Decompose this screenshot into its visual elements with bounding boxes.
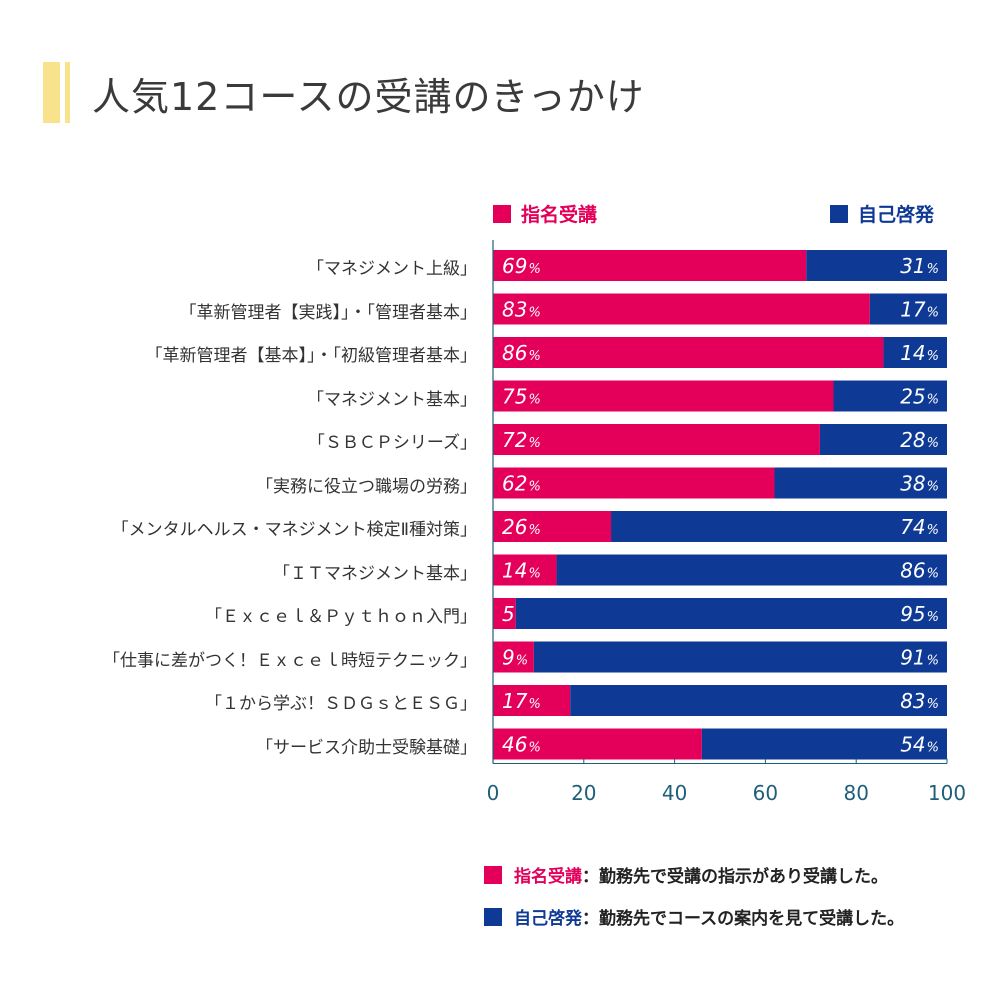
bar-designated	[493, 250, 807, 281]
x-tick-label: 0	[487, 781, 500, 805]
value-label-designated: 86%	[502, 341, 541, 365]
category-label: 「メンタルヘルス・マネジメント検定Ⅱ種対策」	[111, 520, 477, 540]
bar-self	[701, 728, 947, 760]
category-label: 「マネジメント基本」	[307, 389, 477, 410]
bar-self	[833, 380, 947, 412]
value-label-designated: 62%	[502, 472, 541, 496]
bar-designated	[493, 728, 702, 760]
x-tick-label: 40	[662, 781, 687, 805]
value-label-self: 25%	[900, 385, 939, 409]
value-label-designated: 9%	[502, 646, 528, 670]
bar-designated	[493, 641, 534, 673]
bar-designated	[493, 467, 775, 499]
note-text-self: ：勤務先でコースの案内を見て受講した。	[582, 909, 905, 929]
bar-self	[774, 467, 947, 499]
value-label-self: 74%	[900, 515, 939, 539]
value-label-self: 91%	[900, 646, 939, 670]
value-label-designated: 14%	[502, 559, 541, 583]
value-label-self: 28%	[900, 428, 939, 452]
category-label: 「仕事に差がつく！Ｅｘｃｅｌ時短テクニック」	[103, 650, 477, 671]
value-label-self: 95%	[900, 602, 939, 626]
category-label: 「実務に役立つ職場の労務」	[256, 476, 477, 497]
bar-self	[883, 337, 947, 368]
legend-swatch-designated	[493, 204, 511, 223]
x-tick-label: 60	[753, 781, 778, 805]
category-label: 「革新管理者【基本】」・「初級管理者基本」	[145, 346, 478, 366]
bar-designated	[493, 293, 870, 325]
category-label: 「マネジメント上級」	[307, 259, 477, 279]
legend-label-designated: 指名受講	[521, 204, 598, 226]
note-swatch-designated	[484, 865, 502, 884]
bar-designated	[493, 424, 820, 455]
value-label-designated: 83%	[502, 298, 541, 322]
value-label-designated: 46%	[502, 733, 541, 757]
value-label-self: 54%	[900, 733, 939, 757]
note-text-designated: ：勤務先で受講の指示があり受講した。	[582, 867, 888, 887]
bar-designated	[493, 337, 884, 368]
category-label: 「革新管理者【実践】」・「管理者基本」	[179, 302, 478, 323]
category-label: 「サービス介助士受験基礎」	[256, 737, 477, 758]
value-label-designated: 17%	[502, 689, 541, 713]
bar-self	[611, 511, 947, 542]
bar-designated	[493, 685, 571, 716]
bar-self	[570, 685, 947, 716]
value-label-self: 31%	[900, 254, 939, 278]
value-label-self: 86%	[900, 559, 939, 583]
page-title: 人気12コースの受講のきっかけ	[92, 75, 645, 119]
note-term-designated: 指名受講	[514, 867, 582, 887]
title-accent-bar-thin	[65, 62, 70, 123]
note-self: 自己啓発 ：勤務先でコースの案内を見て受講した。	[484, 904, 904, 929]
value-label-self: 38%	[900, 472, 939, 496]
note-term-self: 自己啓発	[514, 909, 582, 929]
category-label: 「Ｅｘｃｅｌ＆Ｐｙｔｈｏｎ入門」	[205, 607, 477, 627]
bar-self	[806, 250, 947, 281]
legend-item-designated: 指名受講	[493, 200, 597, 227]
category-label: 「ＩＴマネジメント基本」	[273, 563, 477, 584]
bar-self	[869, 293, 947, 325]
value-label-designated: 26%	[502, 515, 541, 539]
legend-label-self: 自己啓発	[858, 204, 935, 226]
legend-item-self: 自己啓発	[830, 200, 934, 227]
value-label-designated: 75%	[502, 385, 541, 409]
x-tick-label: 80	[843, 781, 868, 805]
note-swatch-self	[484, 907, 502, 926]
value-label-designated: 69%	[502, 254, 541, 278]
bar-self	[556, 554, 947, 586]
bar-designated	[493, 598, 516, 629]
x-tick-label: 20	[571, 781, 596, 805]
value-label-self: 14%	[900, 341, 939, 365]
bar-self	[819, 424, 947, 455]
bar-designated	[493, 380, 834, 412]
legend-swatch-self	[830, 204, 848, 223]
value-label-self: 17%	[900, 298, 939, 322]
category-label: 「ＳＢＣＰシリーズ」	[307, 433, 477, 453]
bar-self	[533, 641, 947, 673]
x-tick-label: 100	[928, 781, 966, 805]
bar-designated	[493, 554, 557, 586]
title-accent-bar	[43, 62, 60, 123]
category-label: 「１から学ぶ！ＳＤＧｓとＥＳＧ」	[205, 694, 477, 714]
bar-designated	[493, 511, 612, 542]
bar-self	[515, 598, 947, 629]
value-label-self: 83%	[900, 689, 939, 713]
note-designated: 指名受講 ：勤務先で受講の指示があり受講した。	[484, 862, 888, 887]
value-label-designated: 72%	[502, 428, 541, 452]
